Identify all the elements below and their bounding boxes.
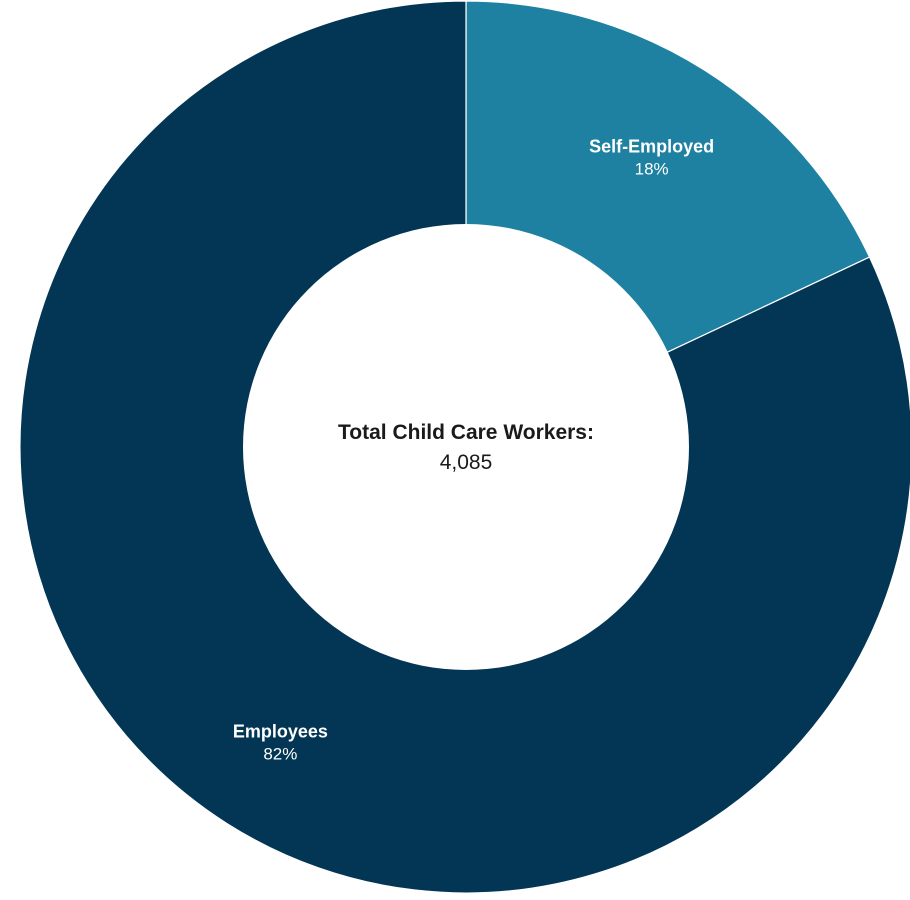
center-total-value: 4,085 [440, 451, 493, 474]
slice-value-employees: 82% [263, 745, 297, 764]
slice-label-self-employed: Self-Employed [589, 136, 714, 156]
donut-hole [243, 224, 689, 670]
slice-label-employees: Employees [233, 722, 328, 742]
slice-value-self-employed: 18% [635, 159, 669, 178]
center-total-title: Total Child Care Workers: [338, 421, 594, 444]
slice-labels-group: Self-Employed 18% Employees 82% [233, 136, 714, 763]
